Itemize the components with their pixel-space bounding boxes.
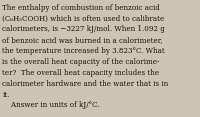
Text: is the overall heat capacity of the calorime-: is the overall heat capacity of the calo… xyxy=(2,58,160,66)
Text: of benzoic acid was burned in a calorimeter,: of benzoic acid was burned in a calorime… xyxy=(2,36,163,44)
Text: calorimeters, is −3227 kJ/mol. When 1.092 g: calorimeters, is −3227 kJ/mol. When 1.09… xyxy=(2,25,165,33)
Text: the temperature increased by 3.823°C. What: the temperature increased by 3.823°C. Wh… xyxy=(2,47,165,55)
Text: it.: it. xyxy=(2,91,10,99)
Text: The enthalpy of combustion of benzoic acid: The enthalpy of combustion of benzoic ac… xyxy=(2,4,160,11)
Text: ter?  The overall heat capacity includes the: ter? The overall heat capacity includes … xyxy=(2,69,160,77)
Text: calorimeter hardware and the water that is in: calorimeter hardware and the water that … xyxy=(2,80,169,88)
Text: (C₆H₅COOH) which is often used to calibrate: (C₆H₅COOH) which is often used to calibr… xyxy=(2,14,165,22)
Text: Answer in units of kJ/°C.: Answer in units of kJ/°C. xyxy=(2,101,100,109)
